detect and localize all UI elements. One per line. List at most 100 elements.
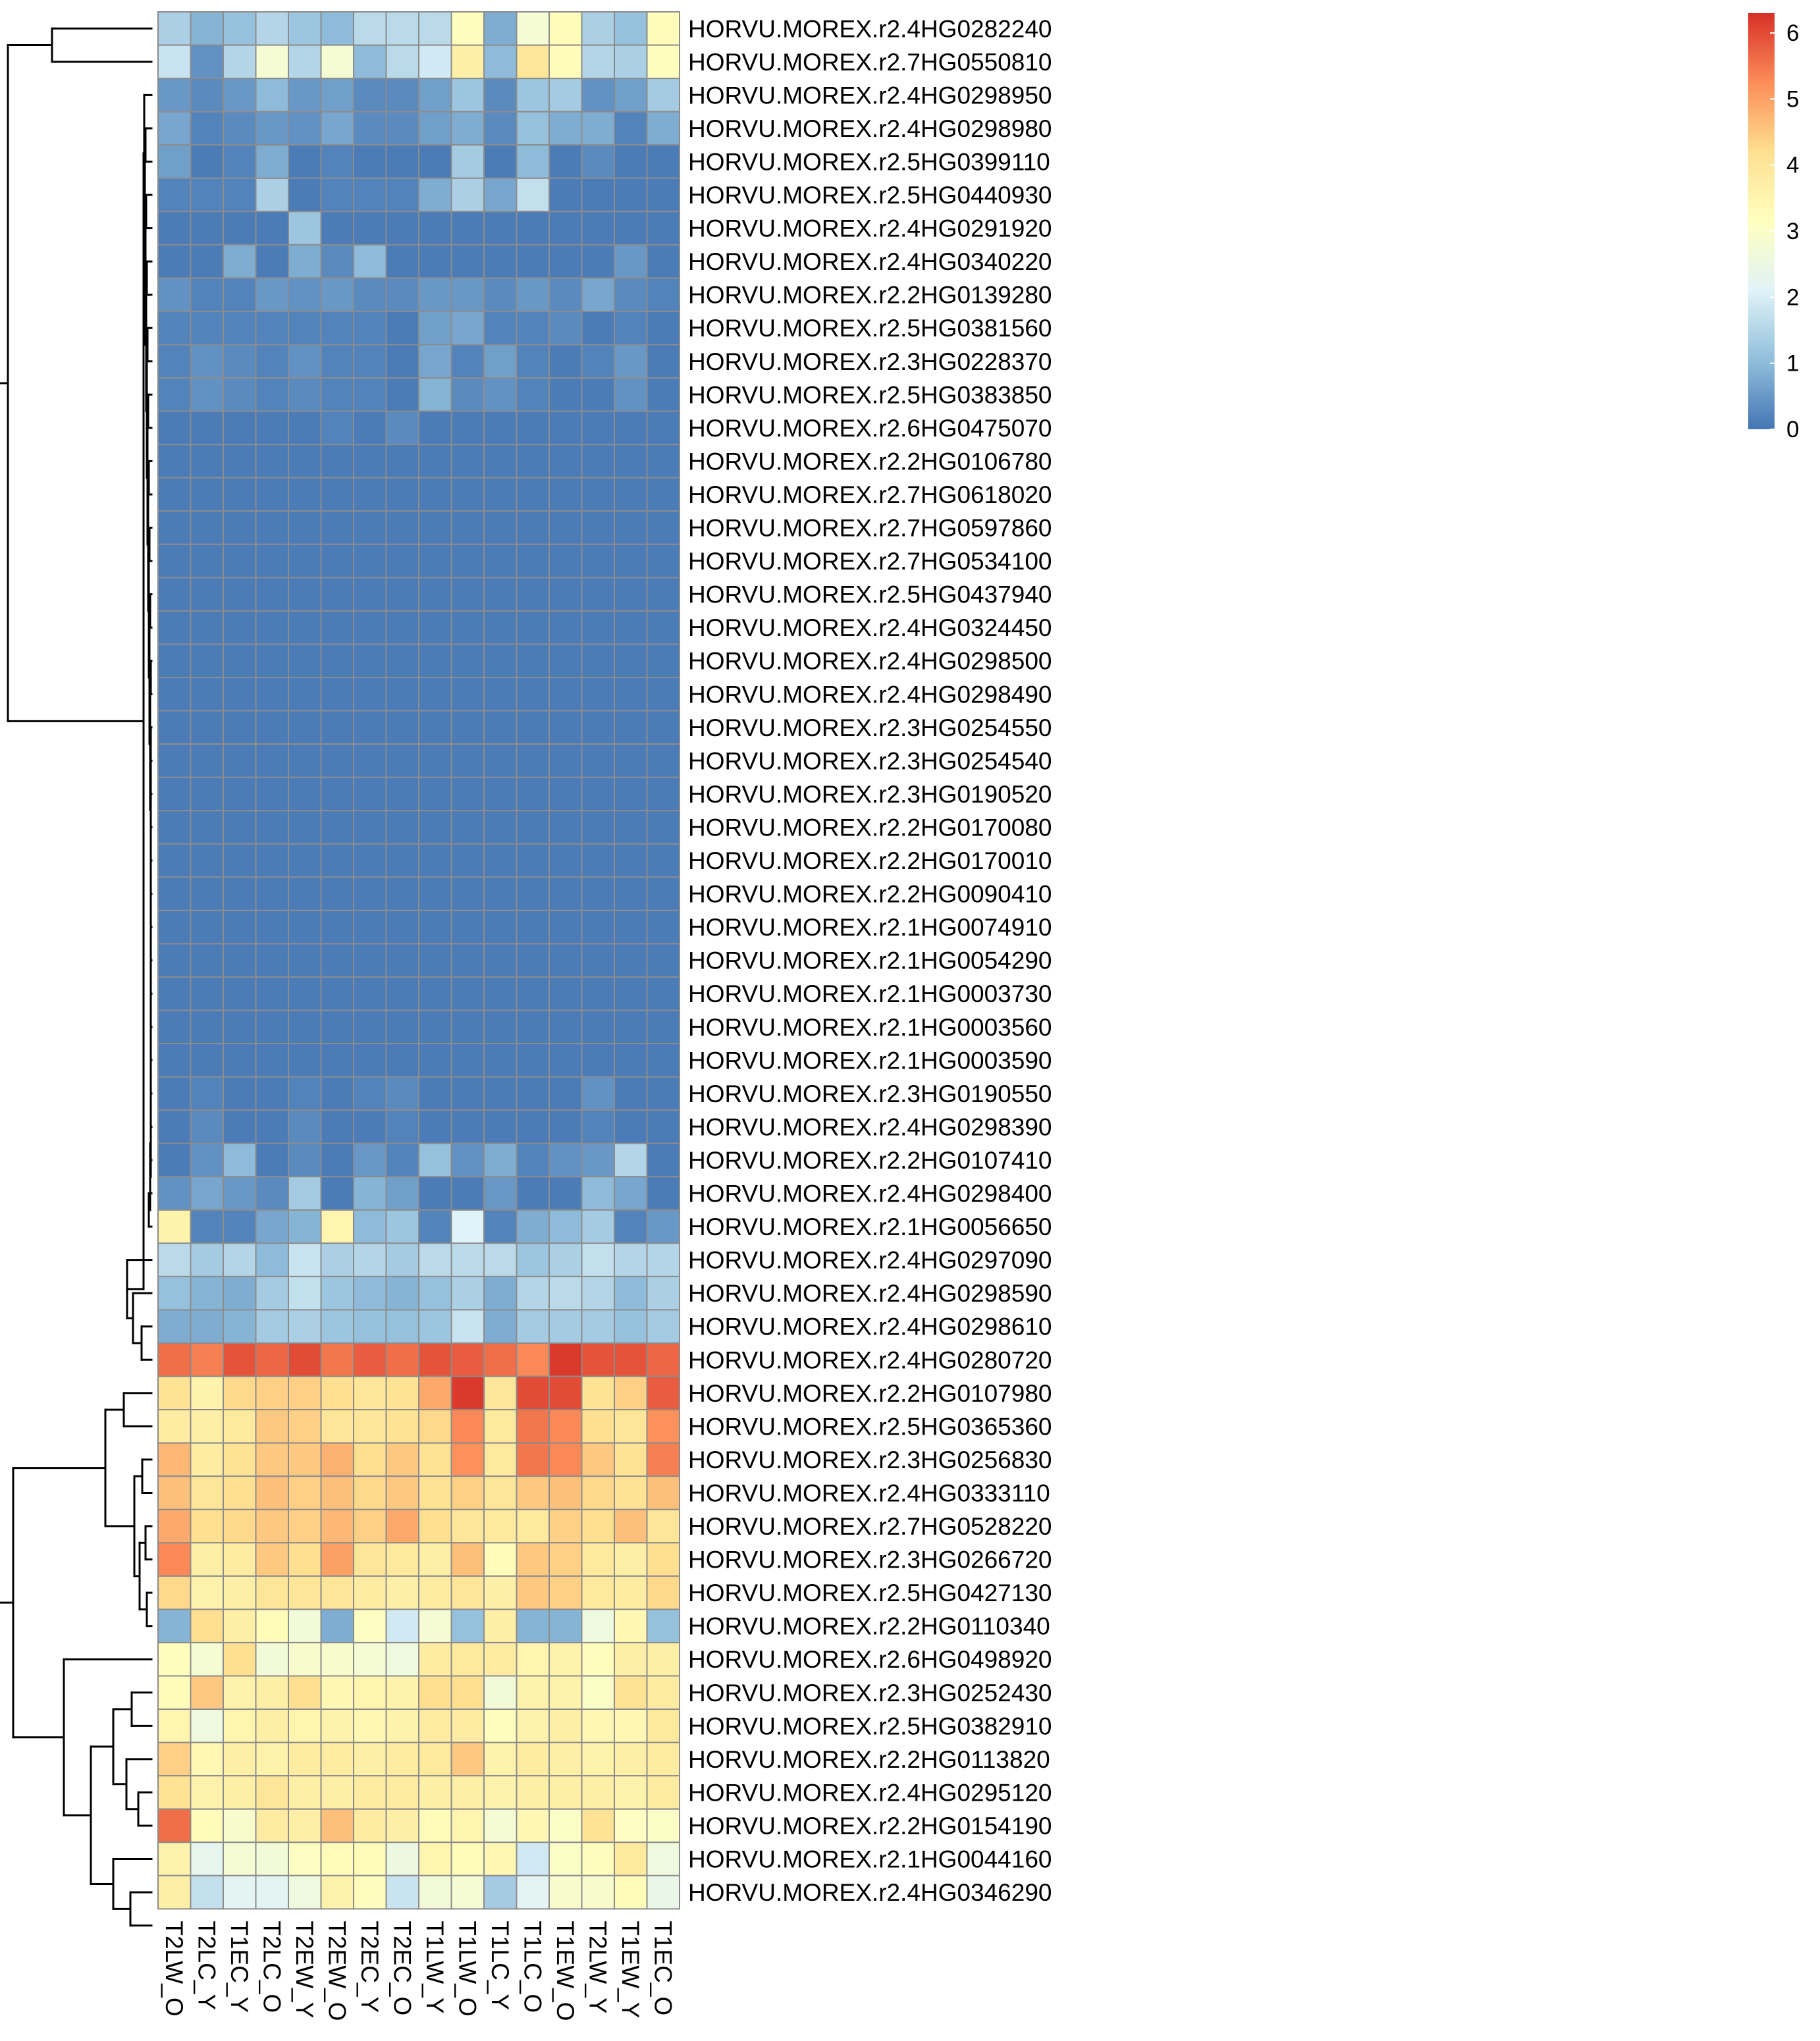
heatmap-cell	[516, 410, 550, 446]
heatmap-cell	[255, 177, 289, 213]
heatmap-cell	[320, 1842, 354, 1876]
heatmap-cell	[450, 1709, 485, 1743]
heatmap-cell	[549, 1309, 583, 1344]
heatmap-cell	[516, 1808, 550, 1843]
heatmap-cell	[418, 1808, 452, 1843]
heatmap-cell	[190, 1542, 224, 1577]
heatmap-cell	[157, 111, 192, 146]
heatmap-cell	[418, 111, 452, 146]
heatmap-cell	[385, 1076, 419, 1111]
heatmap-cell	[190, 1209, 224, 1244]
heatmap-cell	[255, 44, 289, 80]
heatmap-cell	[353, 1842, 387, 1876]
heatmap-cell	[157, 410, 192, 446]
heatmap-cell	[646, 776, 680, 812]
heatmap-cell	[255, 277, 289, 312]
heatmap-cell	[581, 1342, 615, 1377]
heatmap-cell	[549, 543, 583, 579]
heatmap-cell	[385, 211, 419, 246]
heatmap-cell	[190, 1242, 224, 1277]
heatmap-cell	[320, 310, 354, 346]
heatmap-cell	[483, 244, 518, 279]
heatmap-cell	[190, 876, 224, 911]
heatmap-cell	[646, 177, 680, 213]
heatmap-cell	[450, 244, 485, 279]
heatmap-cell	[190, 1176, 224, 1211]
heatmap-cell	[255, 1874, 289, 1910]
heatmap-cell	[223, 677, 257, 712]
heatmap-cell	[288, 444, 322, 479]
heatmap-cell	[157, 843, 192, 878]
heatmap-cell	[320, 1641, 354, 1677]
heatmap-cell	[255, 909, 289, 945]
heatmap-cell	[320, 909, 354, 945]
heatmap-cell	[646, 1508, 680, 1544]
heatmap-cell	[157, 1209, 192, 1244]
heatmap-cell	[157, 1176, 192, 1211]
heatmap-cell	[190, 1142, 224, 1178]
heatmap-cell	[614, 1741, 648, 1777]
heatmap-cell	[320, 1043, 354, 1078]
heatmap-cell	[549, 244, 583, 279]
heatmap-cell	[581, 510, 615, 545]
heatmap-cell	[614, 1575, 648, 1610]
heatmap-cell	[418, 1675, 452, 1710]
heatmap-cell	[614, 144, 648, 179]
heatmap-cell	[549, 1009, 583, 1045]
heatmap-cell	[223, 1375, 257, 1411]
row-label: HORVU.MOREX.r2.1HG0056650	[688, 1213, 1052, 1240]
heatmap-cell	[385, 310, 419, 346]
heatmap-cell	[581, 843, 615, 878]
heatmap-cell	[549, 377, 583, 412]
heatmap-cell	[614, 344, 648, 379]
heatmap-cell	[385, 1775, 419, 1810]
heatmap-cell	[483, 643, 518, 679]
heatmap-cell	[516, 44, 550, 80]
heatmap-cell	[157, 543, 192, 579]
heatmap-cell	[614, 1043, 648, 1078]
heatmap-cell	[385, 244, 419, 279]
heatmap-cell	[385, 843, 419, 878]
heatmap-cell	[549, 1675, 583, 1710]
heatmap-cell	[190, 643, 224, 679]
heatmap-cell	[516, 1842, 550, 1876]
heatmap-cell	[255, 1043, 289, 1078]
heatmap-cell	[190, 776, 224, 812]
heatmap-cell	[646, 1309, 680, 1344]
heatmap-cell	[614, 1142, 648, 1178]
heatmap-cell	[646, 1775, 680, 1810]
heatmap-cell	[549, 444, 583, 479]
heatmap-cell	[223, 177, 257, 213]
heatmap-cell	[418, 344, 452, 379]
heatmap-cell	[614, 677, 648, 712]
heatmap-cell	[385, 1142, 419, 1178]
heatmap-cell	[255, 1475, 289, 1510]
heatmap-cell	[450, 277, 485, 312]
heatmap-cell	[320, 1575, 354, 1610]
heatmap-cell	[157, 1775, 192, 1810]
heatmap-cell	[255, 1109, 289, 1144]
heatmap-cell	[190, 310, 224, 346]
heatmap-cell	[255, 1775, 289, 1810]
heatmap-cell	[385, 1475, 419, 1510]
heatmap-cell	[516, 643, 550, 679]
heatmap-cell	[255, 410, 289, 446]
heatmap-cell	[549, 710, 583, 745]
heatmap-cell	[288, 1542, 322, 1577]
column-label: T1LW_O	[454, 1921, 481, 2016]
heatmap-cell	[353, 211, 387, 246]
heatmap-cell	[157, 1242, 192, 1277]
heatmap-cell	[418, 909, 452, 945]
heatmap-cell	[353, 1109, 387, 1144]
heatmap-cell	[549, 810, 583, 845]
heatmap-cell	[483, 1076, 518, 1111]
heatmap-cell	[288, 610, 322, 645]
heatmap-cell	[255, 1176, 289, 1211]
heatmap-cell	[450, 211, 485, 246]
heatmap-cell	[385, 1342, 419, 1377]
heatmap-cell	[483, 1309, 518, 1344]
heatmap-cell	[288, 1808, 322, 1843]
heatmap-cell	[483, 843, 518, 878]
heatmap-cell	[223, 1309, 257, 1344]
heatmap-cell	[255, 677, 289, 712]
